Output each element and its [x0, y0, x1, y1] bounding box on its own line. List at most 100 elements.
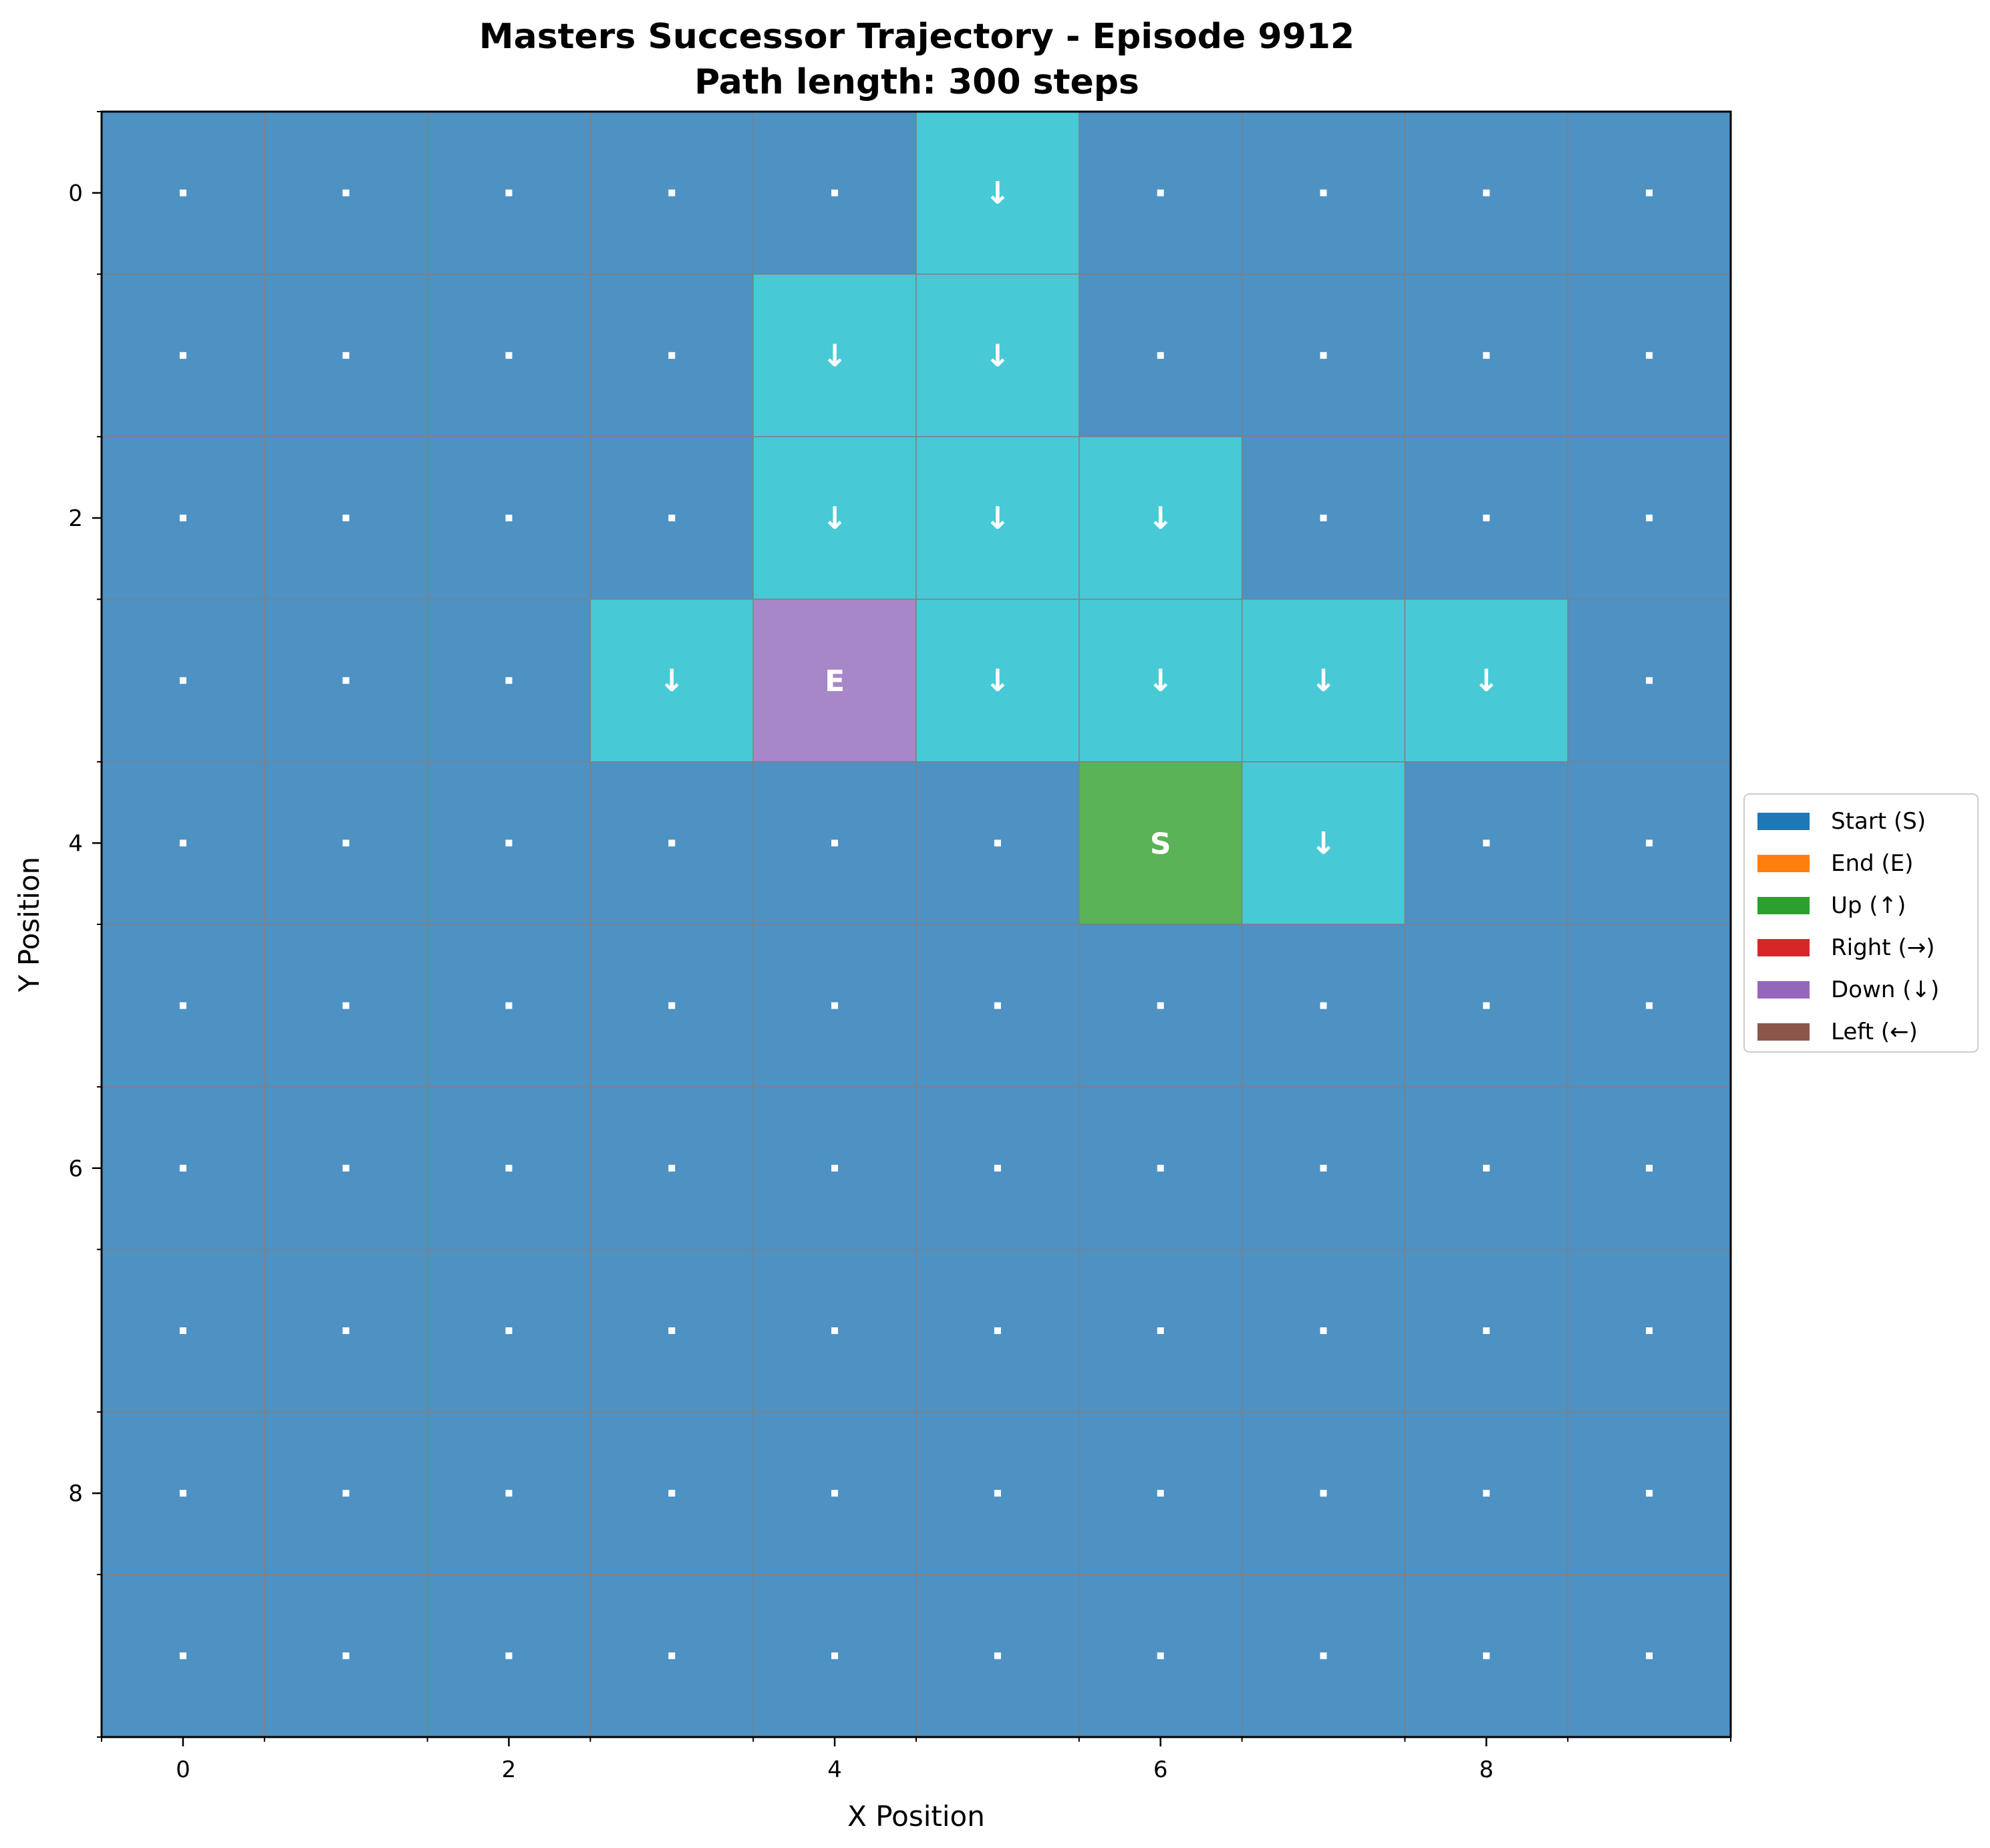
- cell-empty: [589, 273, 754, 438]
- empty-cell-marker: [994, 1002, 1001, 1009]
- legend-label: Right (→): [1831, 934, 1935, 961]
- empty-cell-marker: [179, 515, 186, 521]
- empty-cell-marker: [994, 839, 1001, 847]
- empty-cell-marker: [668, 1490, 676, 1497]
- empty-cell-marker: [505, 839, 513, 847]
- cell-path: [1404, 598, 1568, 763]
- y-axis-label: Y Position: [13, 857, 45, 993]
- empty-cell-marker: [1646, 677, 1653, 684]
- empty-cell-marker: [1157, 1002, 1164, 1009]
- empty-cell-marker: [1646, 189, 1653, 196]
- empty-cell-marker: [505, 1652, 513, 1660]
- empty-cell-marker: [1320, 1490, 1327, 1497]
- cell-path: [1241, 598, 1406, 763]
- cell-path: [915, 273, 1080, 438]
- empty-cell-marker: [1646, 1652, 1653, 1660]
- empty-cell-marker: [1483, 352, 1490, 359]
- empty-cell-marker: [668, 1652, 676, 1660]
- empty-cell-marker: [505, 677, 513, 684]
- legend-item: Left (←): [1757, 1019, 1918, 1045]
- direction-arrow: ↓: [1310, 662, 1336, 698]
- legend-swatch: [1757, 981, 1810, 999]
- cell-marks: ↓ ↓ ↓ ↓ ↓ ↓ ↓ E ↓ ↓ ↓ ↓ S ↓: [179, 175, 1653, 1660]
- x-tick-label: 4: [827, 1756, 842, 1783]
- empty-cell-marker: [994, 1652, 1001, 1660]
- legend-swatch: [1757, 897, 1810, 914]
- empty-cell-marker: [994, 1164, 1001, 1172]
- empty-cell-marker: [505, 352, 513, 359]
- cell-path: [915, 598, 1080, 763]
- empty-cell-marker: [342, 677, 349, 684]
- cell-path: [1241, 761, 1406, 925]
- empty-cell-marker: [342, 189, 349, 196]
- legend: Start (S) End (E) Up (↑) Right (→) Down (↓) L…: [1743, 793, 1979, 1053]
- legend-swatch: [1757, 813, 1810, 830]
- empty-cell-marker: [179, 839, 186, 847]
- cell-path: [915, 436, 1080, 600]
- legend-label: Left (←): [1831, 1019, 1918, 1045]
- empty-cell-marker: [1320, 1652, 1327, 1660]
- legend-label: Down (↓): [1831, 976, 1939, 1003]
- y-tick-label: 6: [68, 1156, 83, 1182]
- empty-cell-marker: [668, 352, 676, 359]
- x-axis-label: X Position: [847, 1800, 985, 1833]
- empty-cell-marker: [1483, 515, 1490, 521]
- empty-cell-marker: [505, 1490, 513, 1497]
- legend-label: Up (↑): [1831, 892, 1906, 919]
- empty-cell-marker: [1483, 1002, 1490, 1009]
- empty-cell-marker: [1157, 352, 1164, 359]
- empty-cell-marker: [1483, 839, 1490, 847]
- x-tick-label: 0: [176, 1756, 190, 1783]
- empty-cell-marker: [342, 1002, 349, 1009]
- legend-item: Up (↑): [1757, 892, 1906, 919]
- empty-cell-marker: [1157, 189, 1164, 196]
- legend-item: Down (↓): [1757, 976, 1939, 1003]
- direction-arrow: ↓: [985, 500, 1011, 536]
- empty-cell-marker: [1320, 1002, 1327, 1009]
- empty-cell-marker: [505, 1164, 513, 1172]
- empty-cell-marker: [342, 1164, 349, 1172]
- direction-arrow: ↓: [659, 662, 685, 698]
- empty-cell-marker: [342, 1327, 349, 1334]
- empty-cell-marker: [668, 1327, 676, 1334]
- y-tick-label: 2: [68, 505, 83, 532]
- empty-cell-marker: [668, 189, 676, 196]
- empty-cell-marker: [342, 839, 349, 847]
- heatmap-cells: [101, 111, 1731, 1738]
- empty-cell-marker: [179, 677, 186, 684]
- empty-cell-marker: [179, 189, 186, 196]
- empty-cell-marker: [1320, 515, 1327, 521]
- legend-swatch: [1757, 855, 1810, 872]
- empty-cell-marker: [1646, 1002, 1653, 1009]
- direction-arrow: ↓: [985, 175, 1011, 211]
- empty-cell-marker: [994, 1490, 1001, 1497]
- cell-start: [1079, 761, 1243, 925]
- cell-empty: [264, 436, 428, 600]
- direction-arrow: ↓: [985, 338, 1011, 374]
- legend-label: End (E): [1831, 850, 1913, 877]
- empty-cell-marker: [342, 1652, 349, 1660]
- empty-cell-marker: [1157, 1490, 1164, 1497]
- direction-arrow: ↓: [985, 662, 1011, 698]
- empty-cell-marker: [1483, 1327, 1490, 1334]
- empty-cell-marker: [831, 1652, 839, 1660]
- empty-cell-marker: [1646, 352, 1653, 359]
- cell-path: [915, 111, 1080, 275]
- empty-cell-marker: [1483, 1652, 1490, 1660]
- empty-cell-marker: [1646, 515, 1653, 521]
- empty-cell-marker: [668, 839, 676, 847]
- empty-cell-marker: [1320, 352, 1327, 359]
- empty-cell-marker: [179, 1327, 186, 1334]
- legend-item: Right (→): [1757, 934, 1935, 961]
- cell-path: [752, 436, 917, 600]
- empty-cell-marker: [1646, 1490, 1653, 1497]
- empty-cell-marker: [179, 1490, 186, 1497]
- empty-cell-marker: [1157, 1327, 1164, 1334]
- x-tick-label: 6: [1153, 1756, 1168, 1783]
- empty-cell-marker: [1320, 1164, 1327, 1172]
- empty-cell-marker: [179, 1652, 186, 1660]
- direction-arrow: ↓: [822, 500, 848, 536]
- empty-cell-marker: [668, 1164, 676, 1172]
- empty-cell-marker: [1157, 1164, 1164, 1172]
- empty-cell-marker: [831, 839, 839, 847]
